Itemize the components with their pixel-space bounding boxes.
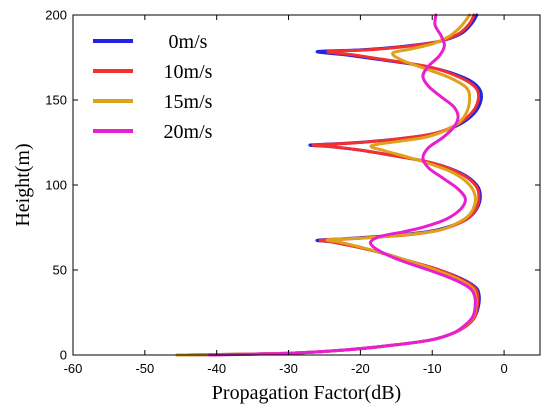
series-line-1 [175, 13, 483, 357]
legend: 0m/s 10m/s 15m/s 20m/s [93, 31, 213, 143]
series-line-4 [208, 13, 477, 357]
y-tick-label: 200 [45, 8, 67, 23]
ticks-layer: -60 -50 -40 -30 -20 -10 0 0 50 100 150 200 [45, 8, 540, 376]
y-tick-label: 50 [53, 263, 67, 278]
x-tick-label: -60 [64, 361, 83, 376]
series-layer [175, 13, 483, 357]
legend-label: 0m/s [169, 31, 208, 53]
y-tick-label: 0 [60, 348, 67, 363]
y-tick-label: 100 [45, 178, 67, 193]
x-tick-label: -40 [207, 361, 226, 376]
legend-label: 10m/s [164, 61, 213, 83]
series-line-2 [175, 13, 481, 357]
legend-label: 20m/s [164, 121, 213, 143]
x-axis-title: Propagation Factor(dB) [212, 382, 401, 404]
y-tick-label: 150 [45, 93, 67, 108]
y-axis-title: Height(m) [12, 143, 34, 226]
x-tick-label: -30 [279, 361, 298, 376]
x-tick-label: -50 [135, 361, 154, 376]
x-tick-label: -10 [423, 361, 442, 376]
x-tick-label: -20 [351, 361, 370, 376]
legend-label: 15m/s [164, 91, 213, 113]
x-tick-label: 0 [500, 361, 507, 376]
